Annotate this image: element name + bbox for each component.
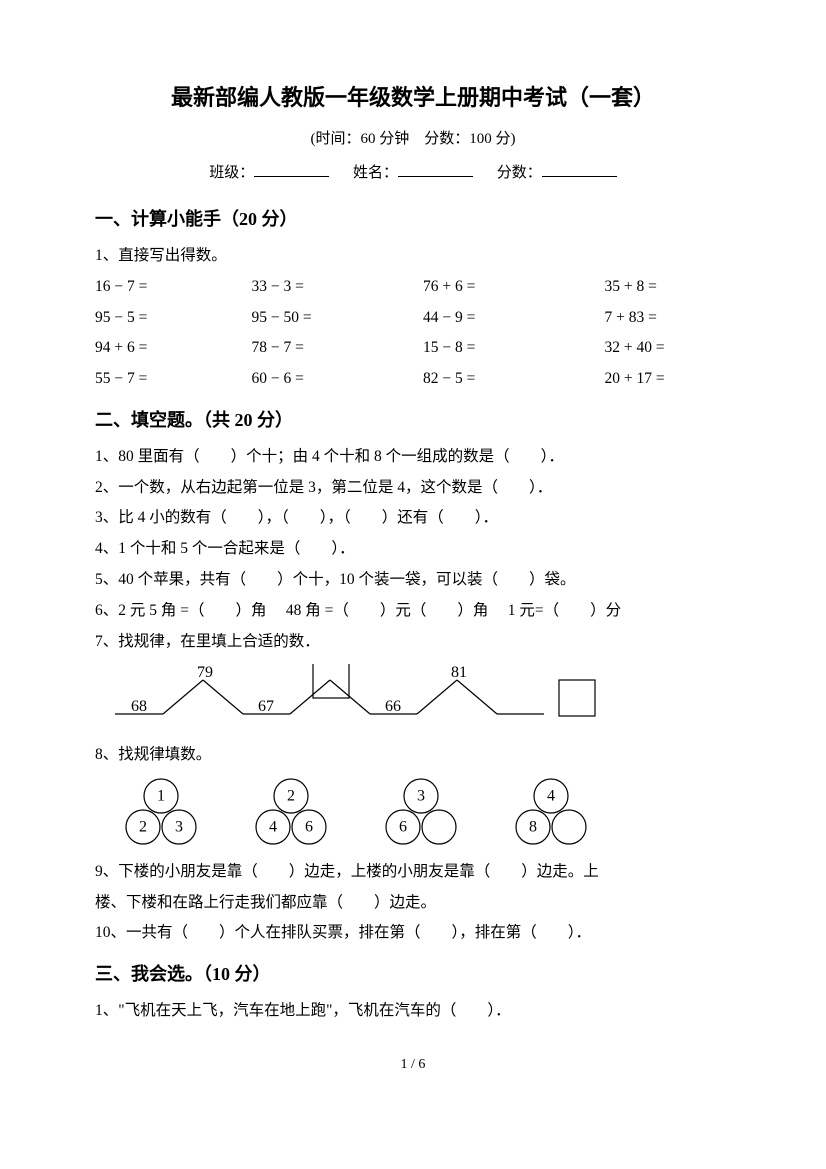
subtitle: (时间：60 分钟 分数：100 分) — [95, 127, 731, 151]
eq-cell: 16 − 7 = — [95, 275, 222, 300]
eq-cell: 15 − 8 = — [378, 336, 550, 361]
name-label: 姓名： — [353, 165, 398, 181]
eq-cell: 76 + 6 = — [378, 275, 550, 300]
circle-group-2: 2 4 6 — [245, 778, 337, 846]
name-blank[interactable] — [398, 161, 473, 177]
page-footer: 1 / 6 — [95, 1054, 731, 1076]
s2-q7: 7、找规律，在里填上合适的数． — [95, 630, 731, 655]
eq-row-4: 55 − 7 = 60 − 6 = 82 − 5 = 20 + 17 = — [95, 367, 731, 392]
class-blank[interactable] — [254, 161, 329, 177]
circle-groups: 1 2 3 2 4 6 3 6 — [115, 778, 731, 846]
s2-q2: 2、一个数，从右边起第一位是 3，第二位是 4，这个数是（ ）． — [95, 476, 731, 501]
eq-cell: 20 + 17 = — [550, 367, 732, 392]
circle-group-3: 3 6 — [375, 778, 467, 846]
s2-q1: 1、80 里面有（ ）个十；由 4 个十和 8 个一组成的数是（ ）． — [95, 445, 731, 470]
eq-row-1: 16 − 7 = 33 − 3 = 76 + 6 = 35 + 8 = — [95, 275, 731, 300]
subtitle-suffix: ) — [511, 131, 516, 147]
eq-cell: 33 − 3 = — [222, 275, 379, 300]
svg-text:6: 6 — [305, 818, 313, 835]
s3-q1: 1、"飞机在天上飞，汽车在地上跑"，飞机在汽车的（ ）． — [95, 999, 731, 1024]
circle-group-4: 4 8 — [505, 778, 597, 846]
score-label: 分数： — [497, 165, 542, 181]
seq-81: 81 — [451, 664, 467, 681]
class-label: 班级： — [209, 165, 254, 181]
s2-q9a: 9、下楼的小朋友是靠（ ）边走，上楼的小朋友是靠（ ）边走。上 — [95, 860, 731, 885]
circle-group-1: 1 2 3 — [115, 778, 207, 846]
s2-q3: 3、比 4 小的数有（ ），（ ），（ ）还有（ ）． — [95, 506, 731, 531]
section3-header: 三、我会选。（10 分） — [95, 960, 731, 989]
eq-cell: 78 − 7 = — [222, 336, 379, 361]
svg-text:3: 3 — [417, 787, 425, 804]
eq-cell: 55 − 7 = — [95, 367, 222, 392]
s2-q10: 10、一共有（ ）个人在排队买票，排在第（ ），排在第（ ）． — [95, 921, 731, 946]
subtitle-mid: 分数： — [409, 131, 469, 147]
section2-header: 二、填空题。（共 20 分） — [95, 406, 731, 435]
page-title: 最新部编人教版一年级数学上册期中考试（一套） — [95, 80, 731, 115]
eq-cell: 32 + 40 = — [550, 336, 732, 361]
section1-header: 一、计算小能手（20 分） — [95, 205, 731, 234]
eq-cell: 95 − 5 = — [95, 306, 222, 331]
seq-67: 67 — [258, 698, 274, 715]
s2-q8: 8、找规律填数。 — [95, 743, 731, 768]
eq-row-2: 95 − 5 = 95 − 50 = 44 − 9 = 7 + 83 = — [95, 306, 731, 331]
svg-text:4: 4 — [269, 818, 277, 835]
svg-text:3: 3 — [175, 818, 183, 835]
s2-q4: 4、1 个十和 5 个一合起来是（ ）． — [95, 537, 731, 562]
svg-text:2: 2 — [139, 818, 147, 835]
eq-cell: 60 − 6 = — [222, 367, 379, 392]
eq-cell: 82 − 5 = — [378, 367, 550, 392]
eq-cell: 95 − 50 = — [222, 306, 379, 331]
s2-q5: 5、40 个苹果，共有（ ）个十，10 个装一袋，可以装（ ）袋。 — [95, 568, 731, 593]
eq-cell: 35 + 8 = — [550, 275, 732, 300]
svg-text:8: 8 — [529, 818, 537, 835]
score-value: 100 分 — [469, 131, 510, 147]
subtitle-prefix: (时间： — [310, 131, 360, 147]
svg-text:4: 4 — [547, 787, 555, 804]
seq-79: 79 — [197, 664, 213, 681]
s2-q9b: 楼、下楼和在路上行走我们都应靠（ ）边走。 — [95, 891, 731, 916]
score-blank[interactable] — [542, 161, 617, 177]
eq-cell: 94 + 6 = — [95, 336, 222, 361]
eq-row-3: 94 + 6 = 78 − 7 = 15 − 8 = 32 + 40 = — [95, 336, 731, 361]
seq-68: 68 — [131, 698, 147, 715]
seq-66: 66 — [385, 698, 401, 715]
s2-q6: 6、2 元 5 角 =（ ）角 48 角 =（ ）元（ ）角 1 元=（ ）分 — [95, 599, 731, 624]
student-info-line: 班级： 姓名： 分数： — [95, 161, 731, 185]
svg-text:1: 1 — [157, 787, 165, 804]
zigzag-pattern: 68 79 67 66 81 — [115, 664, 731, 737]
svg-text:2: 2 — [287, 787, 295, 804]
time-value: 60 分钟 — [360, 131, 409, 147]
eq-cell: 44 − 9 = — [378, 306, 550, 331]
svg-text:6: 6 — [399, 818, 407, 835]
eq-cell: 7 + 83 = — [550, 306, 732, 331]
section1-q1-label: 1、直接写出得数。 — [95, 244, 731, 269]
